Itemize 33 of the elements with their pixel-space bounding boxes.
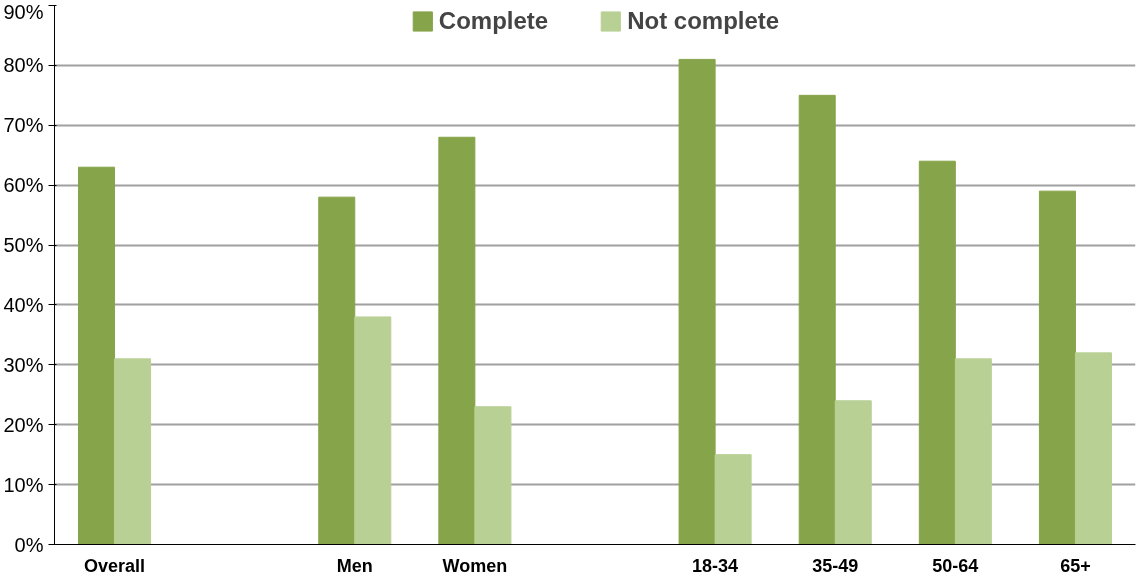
y-tick-label: 90% (3, 0, 44, 23)
x-tick-label: 50-64 (932, 555, 979, 576)
bar (354, 316, 392, 545)
y-tick-label: 50% (3, 234, 44, 257)
x-tick-label: Overall (84, 555, 146, 576)
bar (438, 136, 476, 545)
bar (918, 160, 956, 545)
y-tick-label: 40% (3, 293, 44, 316)
x-tick-label: Women (442, 555, 508, 576)
y-tick-label: 10% (3, 473, 44, 496)
bar (798, 94, 836, 545)
bar (678, 58, 716, 545)
bar (114, 358, 152, 545)
y-tick-label: 0% (14, 533, 44, 556)
bar (1038, 190, 1076, 545)
y-tick-label: 60% (3, 174, 44, 197)
bar (78, 166, 116, 545)
y-tick-label: 70% (3, 114, 44, 137)
y-tick-label: 30% (3, 353, 44, 376)
x-tick-label: Men (336, 555, 373, 576)
y-tick-label: 20% (3, 413, 44, 436)
bar (834, 400, 872, 545)
bar (1074, 352, 1112, 545)
bar (714, 454, 752, 545)
x-tick-label: 35-49 (812, 555, 859, 576)
x-tick-label: 65+ (1060, 555, 1091, 576)
bar (474, 406, 512, 545)
bar (318, 196, 356, 545)
y-tick-label: 80% (3, 54, 44, 77)
x-tick-label: 18-34 (692, 555, 739, 576)
legend-label: Not complete (627, 7, 780, 35)
legend-label: Complete (438, 7, 549, 35)
bar (954, 358, 992, 545)
